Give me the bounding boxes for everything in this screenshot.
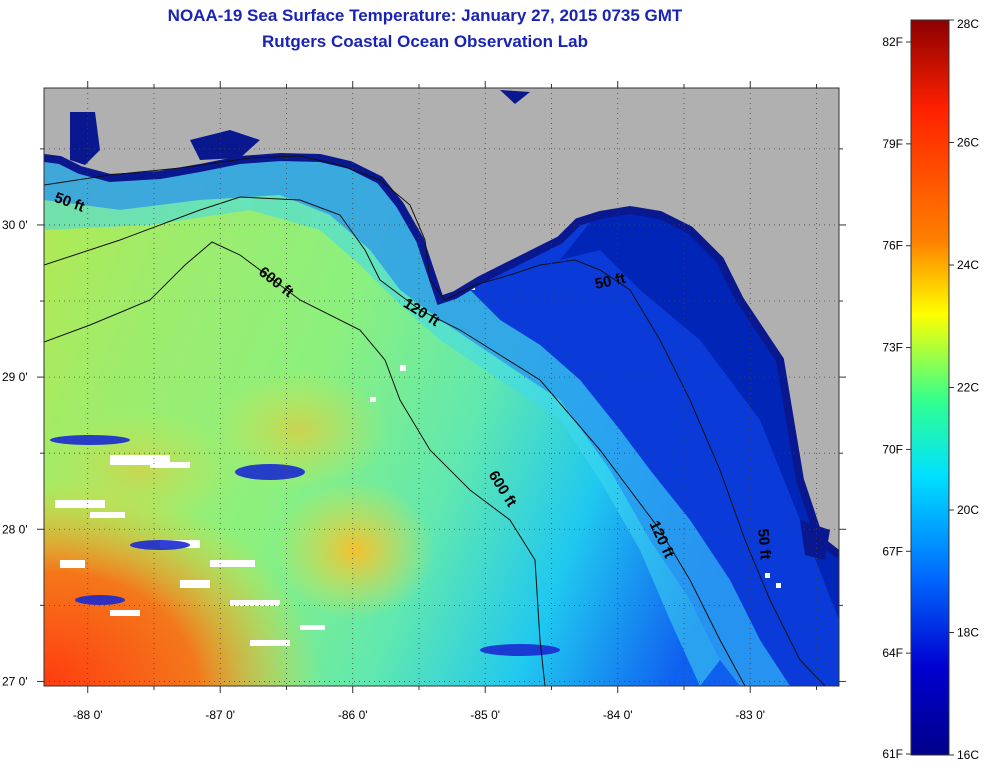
x-tick-label: -84 0'	[603, 708, 633, 722]
colorbar-f-label: 70F	[882, 442, 903, 456]
contour-label: 50 ft	[593, 270, 627, 293]
colorbar-c-label: 18C	[957, 626, 979, 640]
colorbar	[910, 19, 950, 756]
colorbar-f-label: 79F	[882, 137, 903, 151]
colorbar-f-label: 73F	[882, 341, 903, 355]
colorbar-c-label: 28C	[957, 17, 979, 31]
colorbar-c-label: 20C	[957, 503, 979, 517]
x-tick-label: -86 0'	[338, 708, 368, 722]
colorbar-f-label: 64F	[882, 646, 903, 660]
x-tick-label: -85 0'	[470, 708, 500, 722]
colorbar-f-label: 61F	[882, 747, 903, 761]
colorbar-c-label: 24C	[957, 258, 979, 272]
colorbar-c-label: 26C	[957, 136, 979, 150]
x-tick-label: -83 0'	[735, 708, 765, 722]
land-mass	[44, 88, 839, 555]
colorbar-labels: 82F 79F 76F 73F 70F 67F 64F 61F 28C 26C 24C 22C 20C 1…	[882, 17, 979, 762]
map-frame	[43, 87, 840, 687]
colorbar-c-label: 22C	[957, 381, 979, 395]
map-title: NOAA-19 Sea Surface Temperature: January…	[167, 6, 683, 25]
x-tick-label: -87 0'	[205, 708, 235, 722]
contour-label: 50 ft	[754, 528, 774, 560]
depth-contours	[44, 155, 826, 686]
map-subtitle: Rutgers Coastal Ocean Observation Lab	[262, 32, 588, 51]
colorbar-f-label: 76F	[882, 239, 903, 253]
colorbar-f-label: 67F	[882, 544, 903, 558]
colorbar-f-label: 82F	[882, 35, 903, 49]
y-tick-label: 27 0'	[2, 674, 28, 688]
y-tick-label: 29 0'	[2, 370, 28, 384]
y-tick-label: 30 0'	[2, 218, 28, 232]
axis-ticks: -88 0' -87 0' -86 0' -85 0' -84 0' -83 0' 30 0…	[2, 81, 846, 722]
x-tick-label: -88 0'	[73, 708, 103, 722]
colorbar-c-label: 16C	[957, 748, 979, 762]
y-tick-label: 28 0'	[2, 522, 28, 536]
